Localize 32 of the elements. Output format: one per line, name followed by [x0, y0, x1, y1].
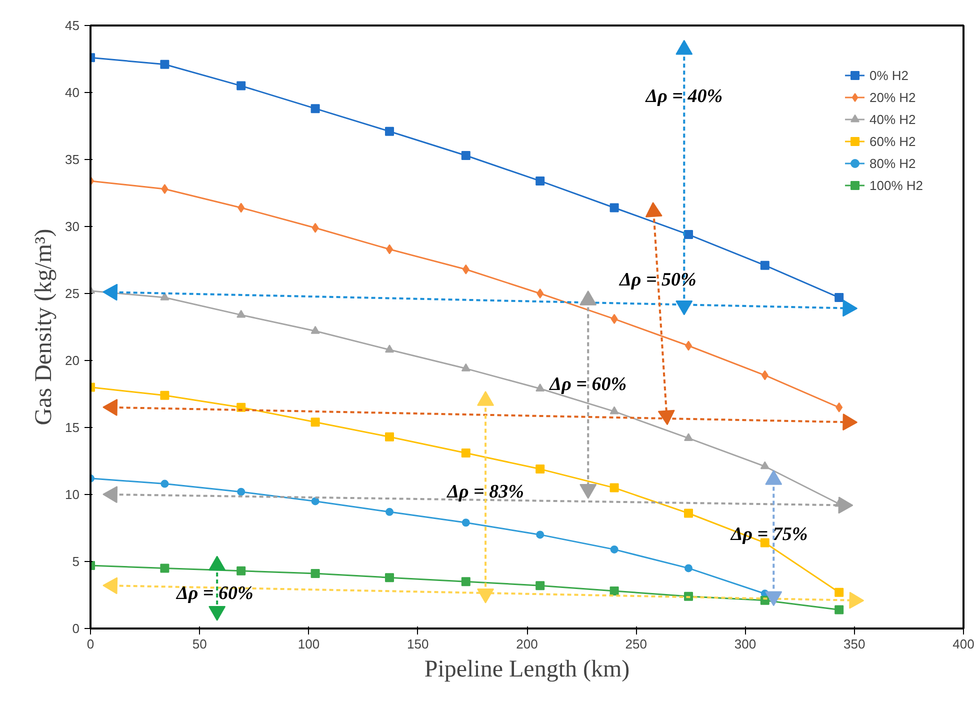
y-tick-label: 35 [65, 152, 80, 167]
x-tick-label: 0 [86, 636, 94, 652]
x-tick-label: 300 [734, 636, 756, 652]
y-tick-label: 30 [65, 219, 80, 234]
legend-label: 80% H2 [870, 156, 916, 170]
y-tick-label: 0 [72, 621, 80, 636]
x-tick-label: 250 [625, 636, 647, 652]
legend-label: 0% H2 [870, 68, 909, 82]
x-tick-label: 400 [952, 636, 974, 652]
legend-label: 20% H2 [870, 90, 916, 104]
x-tick-label: 350 [844, 636, 866, 652]
x-tick-label: 50 [192, 636, 207, 652]
y-tick-label: 40 [65, 85, 80, 100]
x-axis-title: Pipeline Length (km) [424, 656, 630, 682]
x-tick-label: 100 [298, 636, 320, 652]
annotation: Δρ = 40% [644, 86, 723, 108]
annotation: Δρ = 50% [618, 270, 696, 291]
annotation: Δρ = 60% [548, 374, 627, 396]
y-tick-label: 10 [65, 487, 80, 502]
y-tick-label: 25 [65, 286, 80, 301]
legend-label: 60% H2 [870, 134, 916, 148]
y-tick-label: 15 [65, 420, 80, 435]
x-tick-label: 150 [407, 636, 429, 652]
legend-label: 40% H2 [870, 112, 916, 126]
y-tick-label: 45 [65, 18, 80, 33]
y-axis-title: Gas Density (kg/m³) [31, 228, 58, 426]
legend-label: 100% H2 [870, 178, 923, 192]
x-tick-label: 200 [516, 636, 538, 652]
y-tick-label: 5 [72, 554, 80, 569]
y-tick-label: 20 [65, 353, 80, 368]
annotation: Δρ = 60% [175, 583, 254, 604]
annotation: Δρ = 83% [446, 481, 524, 502]
